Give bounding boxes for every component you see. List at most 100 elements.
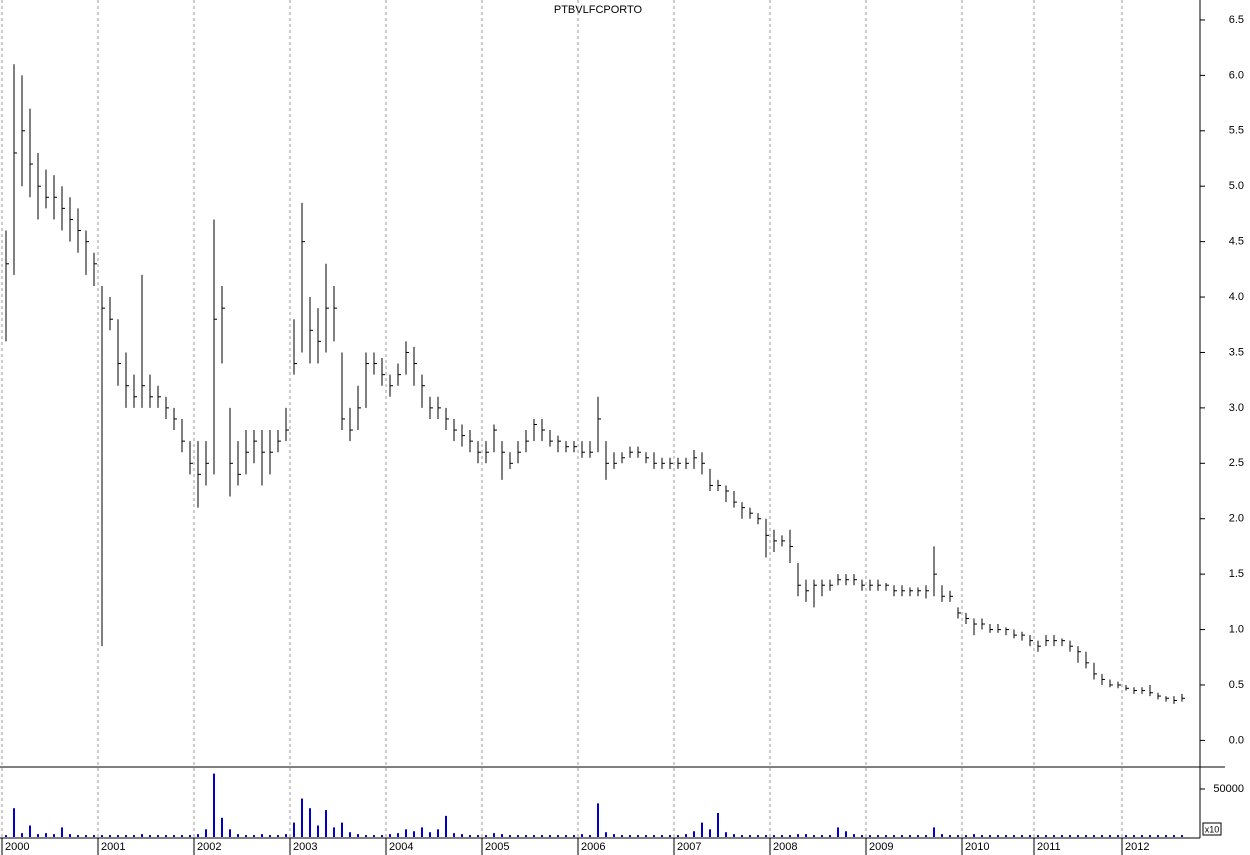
volume-bar bbox=[205, 829, 207, 837]
volume-bar bbox=[749, 835, 751, 837]
y-tick-label: 2.5 bbox=[1229, 457, 1244, 469]
volume-bar bbox=[677, 835, 679, 837]
volume-bar bbox=[493, 833, 495, 837]
volume-bar bbox=[1165, 835, 1167, 837]
volume-bar bbox=[1077, 835, 1079, 837]
volume-bar bbox=[797, 834, 799, 837]
volume-bar bbox=[965, 835, 967, 837]
volume-bar bbox=[997, 835, 999, 837]
volume-bar bbox=[637, 835, 639, 837]
volume-bar bbox=[133, 835, 135, 837]
volume-bar bbox=[861, 835, 863, 837]
volume-bar bbox=[365, 835, 367, 837]
volume-bar bbox=[901, 835, 903, 837]
y-tick-label: 1.5 bbox=[1229, 568, 1244, 580]
volume-bar bbox=[989, 835, 991, 837]
volume-bar bbox=[1125, 835, 1127, 837]
volume-bar bbox=[877, 835, 879, 837]
volume-bar bbox=[645, 835, 647, 837]
volume-bar bbox=[381, 835, 383, 837]
volume-bar bbox=[117, 835, 119, 837]
volume-bar bbox=[765, 835, 767, 837]
volume-bar bbox=[869, 835, 871, 837]
volume-bar bbox=[37, 834, 39, 837]
volume-bar bbox=[837, 827, 839, 837]
x-tick-label: 2008 bbox=[773, 841, 797, 853]
volume-bar bbox=[253, 835, 255, 837]
volume-bar bbox=[597, 803, 599, 837]
y-tick-label: 3.5 bbox=[1229, 346, 1244, 358]
chart-title: PTBVLFCPORTO bbox=[554, 4, 643, 16]
y-tick-label: 4.0 bbox=[1229, 291, 1244, 303]
volume-bar bbox=[1085, 835, 1087, 837]
x-tick-label: 2009 bbox=[869, 841, 893, 853]
volume-bar bbox=[61, 827, 63, 837]
volume-bar bbox=[325, 810, 327, 837]
volume-bar bbox=[885, 835, 887, 837]
volume-bar bbox=[1045, 835, 1047, 837]
volume-bar bbox=[1005, 835, 1007, 837]
volume-bar bbox=[261, 834, 263, 837]
volume-bar bbox=[981, 835, 983, 837]
y-tick-label: 1.0 bbox=[1229, 623, 1244, 635]
volume-bar bbox=[917, 835, 919, 837]
volume-bar bbox=[1157, 835, 1159, 837]
x-tick-label: 2012 bbox=[1125, 841, 1149, 853]
volume-bar bbox=[213, 773, 215, 837]
volume-bar bbox=[181, 835, 183, 837]
volume-bar bbox=[301, 798, 303, 837]
volume-bar bbox=[85, 835, 87, 837]
volume-bar bbox=[557, 835, 559, 837]
volume-bar bbox=[533, 835, 535, 837]
volume-bar bbox=[29, 825, 31, 837]
volume-bar bbox=[285, 834, 287, 837]
volume-bar bbox=[549, 835, 551, 837]
volume-bar bbox=[1061, 835, 1063, 837]
volume-bar bbox=[717, 812, 719, 837]
volume-bar bbox=[277, 835, 279, 837]
volume-bar bbox=[349, 832, 351, 837]
volume-bar bbox=[149, 835, 151, 837]
volume-bar bbox=[125, 835, 127, 837]
volume-bar bbox=[821, 835, 823, 837]
volume-bar bbox=[1053, 835, 1055, 837]
volume-bar bbox=[141, 834, 143, 837]
volume-bar bbox=[733, 834, 735, 837]
volume-bar bbox=[933, 827, 935, 837]
volume-bar bbox=[509, 835, 511, 837]
volume-bar bbox=[725, 832, 727, 837]
volume-bar bbox=[741, 835, 743, 837]
volume-bar bbox=[93, 835, 95, 837]
volume-bar bbox=[541, 835, 543, 837]
volume-bar bbox=[573, 835, 575, 837]
volume-bar bbox=[773, 835, 775, 837]
volume-bar bbox=[1093, 835, 1095, 837]
volume-bar bbox=[1141, 835, 1143, 837]
volume-bar bbox=[1173, 835, 1175, 837]
volume-bar bbox=[437, 829, 439, 837]
volume-bar bbox=[805, 834, 807, 837]
volume-bar bbox=[445, 815, 447, 837]
volume-bar bbox=[109, 835, 111, 837]
volume-bar bbox=[685, 834, 687, 837]
volume-bar bbox=[157, 835, 159, 837]
volume-bar bbox=[485, 835, 487, 837]
volume-bar bbox=[701, 822, 703, 837]
x-tick-label: 2005 bbox=[485, 841, 509, 853]
volume-bar bbox=[293, 822, 295, 837]
volume-bar bbox=[53, 834, 55, 837]
y-tick-label: 2.0 bbox=[1229, 513, 1244, 525]
volume-bar bbox=[197, 834, 199, 837]
volume-bar bbox=[357, 834, 359, 837]
volume-bar bbox=[613, 834, 615, 837]
volume-bar bbox=[469, 835, 471, 837]
volume-bar bbox=[661, 835, 663, 837]
volume-bar bbox=[173, 835, 175, 837]
volume-bar bbox=[21, 833, 23, 837]
volume-bar bbox=[669, 835, 671, 837]
volume-bar bbox=[1021, 835, 1023, 837]
volume-bar bbox=[429, 832, 431, 837]
